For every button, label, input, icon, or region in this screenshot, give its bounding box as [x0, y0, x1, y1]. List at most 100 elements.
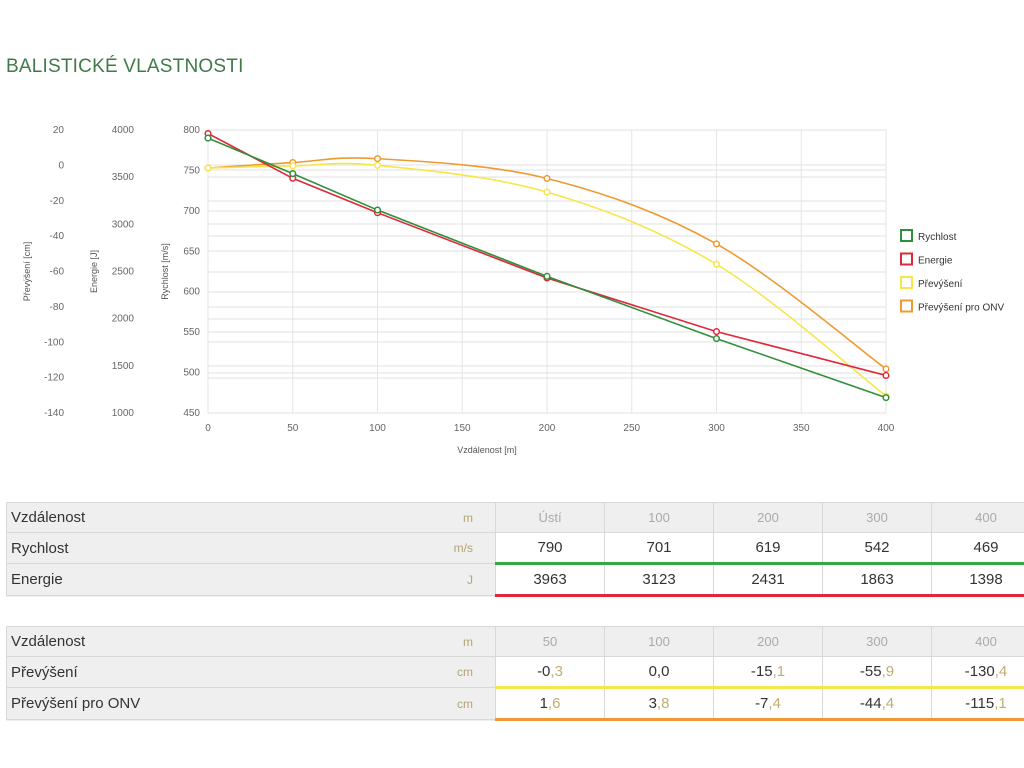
table-cell: 790: [495, 532, 605, 565]
axis-title: Převýšení [cm]: [22, 242, 32, 302]
table2-header-unit: m: [431, 626, 496, 657]
data-point: [712, 260, 721, 268]
data-point: [289, 162, 297, 170]
cell-frac: ,9: [881, 663, 895, 680]
axis-tick-label: 1500: [112, 361, 135, 372]
axis-tick-label: -140: [44, 408, 64, 419]
table-cell: 2431: [713, 563, 823, 597]
axis-tick-label: 500: [183, 368, 200, 379]
data-point: [373, 155, 382, 163]
axis-tick-label: 600: [183, 287, 200, 298]
chart-grid: [207, 129, 887, 414]
axis-tick-label: -20: [50, 196, 65, 207]
legend-label: Energie: [918, 256, 953, 267]
table2-header-cell: 400: [931, 626, 1024, 657]
cell-frac: ,1: [772, 663, 786, 680]
x-tick-label: 0: [205, 423, 211, 434]
cell-int: -44: [859, 695, 882, 712]
axis-tick-label: 20: [53, 125, 65, 136]
table-cell: -130,4: [931, 656, 1024, 689]
row-unit: cm: [431, 656, 496, 688]
cell-frac: ,1: [994, 695, 1007, 712]
table-cell: -55,9: [822, 656, 932, 689]
page-title: BALISTICKÉ VLASTNOSTI: [6, 56, 244, 77]
cell-frac: ,6: [547, 695, 561, 712]
data-point: [543, 174, 551, 183]
axis-tick-label: 700: [183, 206, 200, 217]
cell-frac: ,3: [550, 663, 563, 680]
axis-tick-label: 3000: [112, 219, 135, 230]
data-point: [373, 161, 382, 169]
legend-swatch: [900, 299, 913, 313]
table1-header-cell: 400: [931, 502, 1024, 533]
x-tick-label: 350: [793, 423, 810, 434]
drop-table: Vzdálenost m 50 100 200 300 400 Převýšen…: [6, 626, 1024, 721]
velocity-energy-table: Vzdálenost m Ústí 100 200 300 400 Rychlo…: [6, 502, 1024, 597]
chart-left-axes: 20 0 -20 -40 -60 -80 -100 -120 -140 Převýšení [cm…: [22, 125, 200, 419]
axis-tick-label: -100: [44, 337, 64, 348]
chart-legend: Rychlost Energie Převýšení Převýšení pro ON…: [900, 229, 1004, 314]
cell-frac: ,4: [768, 695, 781, 712]
table-cell: 701: [604, 532, 714, 565]
data-point: [882, 371, 890, 380]
table1-row-rychlost: Rychlost m/s 790 701 619 542 469: [6, 532, 1024, 565]
table-cell: 619: [713, 532, 823, 565]
table-cell: 542: [822, 532, 932, 565]
axis-tick-label: 450: [183, 408, 200, 419]
data-point: [882, 394, 890, 402]
table-cell: 1,6: [495, 687, 605, 721]
cell-frac: ,4: [881, 695, 895, 712]
cell-int: -0: [537, 663, 551, 680]
table-cell: 3963: [495, 563, 605, 597]
axis-tick-label: -80: [50, 302, 65, 313]
table1-header-cell: 200: [713, 502, 823, 533]
table-cell: 469: [931, 532, 1024, 565]
table-cell: -0,3: [495, 656, 605, 689]
x-tick-label: 50: [287, 423, 299, 434]
x-tick-label: 150: [454, 423, 471, 434]
data-point: [543, 188, 551, 196]
axis-tick-label: -40: [50, 231, 65, 242]
legend-label: Rychlost: [918, 232, 957, 243]
axis-tick-label: 2000: [112, 314, 135, 325]
axis-tick-label: 800: [183, 125, 200, 136]
table2-row-prevyseni: Převýšení cm -0,3 0,0 -15,1 -55,9 -130,4: [6, 656, 1024, 689]
row-label: Energie: [6, 563, 431, 596]
table-cell: -44,4: [822, 687, 932, 721]
row-unit: m/s: [431, 532, 496, 564]
table2-header-cell: 300: [822, 626, 932, 657]
table-cell: 3123: [604, 563, 714, 597]
table-cell: -115,1: [931, 687, 1024, 721]
legend-label: Převýšení pro ONV: [918, 303, 1004, 314]
legend-label: Převýšení: [918, 279, 963, 290]
row-unit: J: [431, 563, 496, 596]
table1-header-cell: Ústí: [495, 502, 605, 533]
cell-frac: ,4: [994, 663, 1008, 680]
x-tick-label: 200: [539, 423, 556, 434]
table-cell: 0,0: [604, 656, 714, 689]
data-point: [543, 272, 551, 280]
row-label: Převýšení pro ONV: [6, 687, 431, 720]
cell-frac: ,0: [656, 663, 670, 680]
table2-header-cell: 100: [604, 626, 714, 657]
x-tick-label: 250: [623, 423, 640, 434]
x-tick-label: 400: [878, 423, 895, 434]
cell-int: -130: [964, 663, 995, 680]
row-unit: cm: [431, 687, 496, 720]
table1-header-row: Vzdálenost m Ústí 100 200 300 400: [6, 502, 1024, 533]
axis-tick-label: 0: [58, 160, 64, 171]
table1-header-cell: 100: [604, 502, 714, 533]
table-cell: 3,8: [604, 687, 714, 721]
axis-tick-label: -120: [44, 373, 64, 384]
cell-int: -55: [859, 663, 882, 680]
x-axis-title: Vzdálenost [m]: [457, 445, 517, 455]
data-point: [373, 206, 382, 214]
axis-title: Energie [J]: [89, 250, 99, 293]
table2-header-cell: 50: [495, 626, 605, 657]
axis-tick-label: 1000: [112, 408, 135, 419]
chart-x-axis: 0 50 100 150 200 250 300 350 400 Vzdálenost [m]: [205, 423, 895, 455]
axis-tick-label: 2500: [112, 267, 135, 278]
legend-swatch: [900, 229, 913, 242]
series-line-rychlost: [207, 137, 887, 399]
